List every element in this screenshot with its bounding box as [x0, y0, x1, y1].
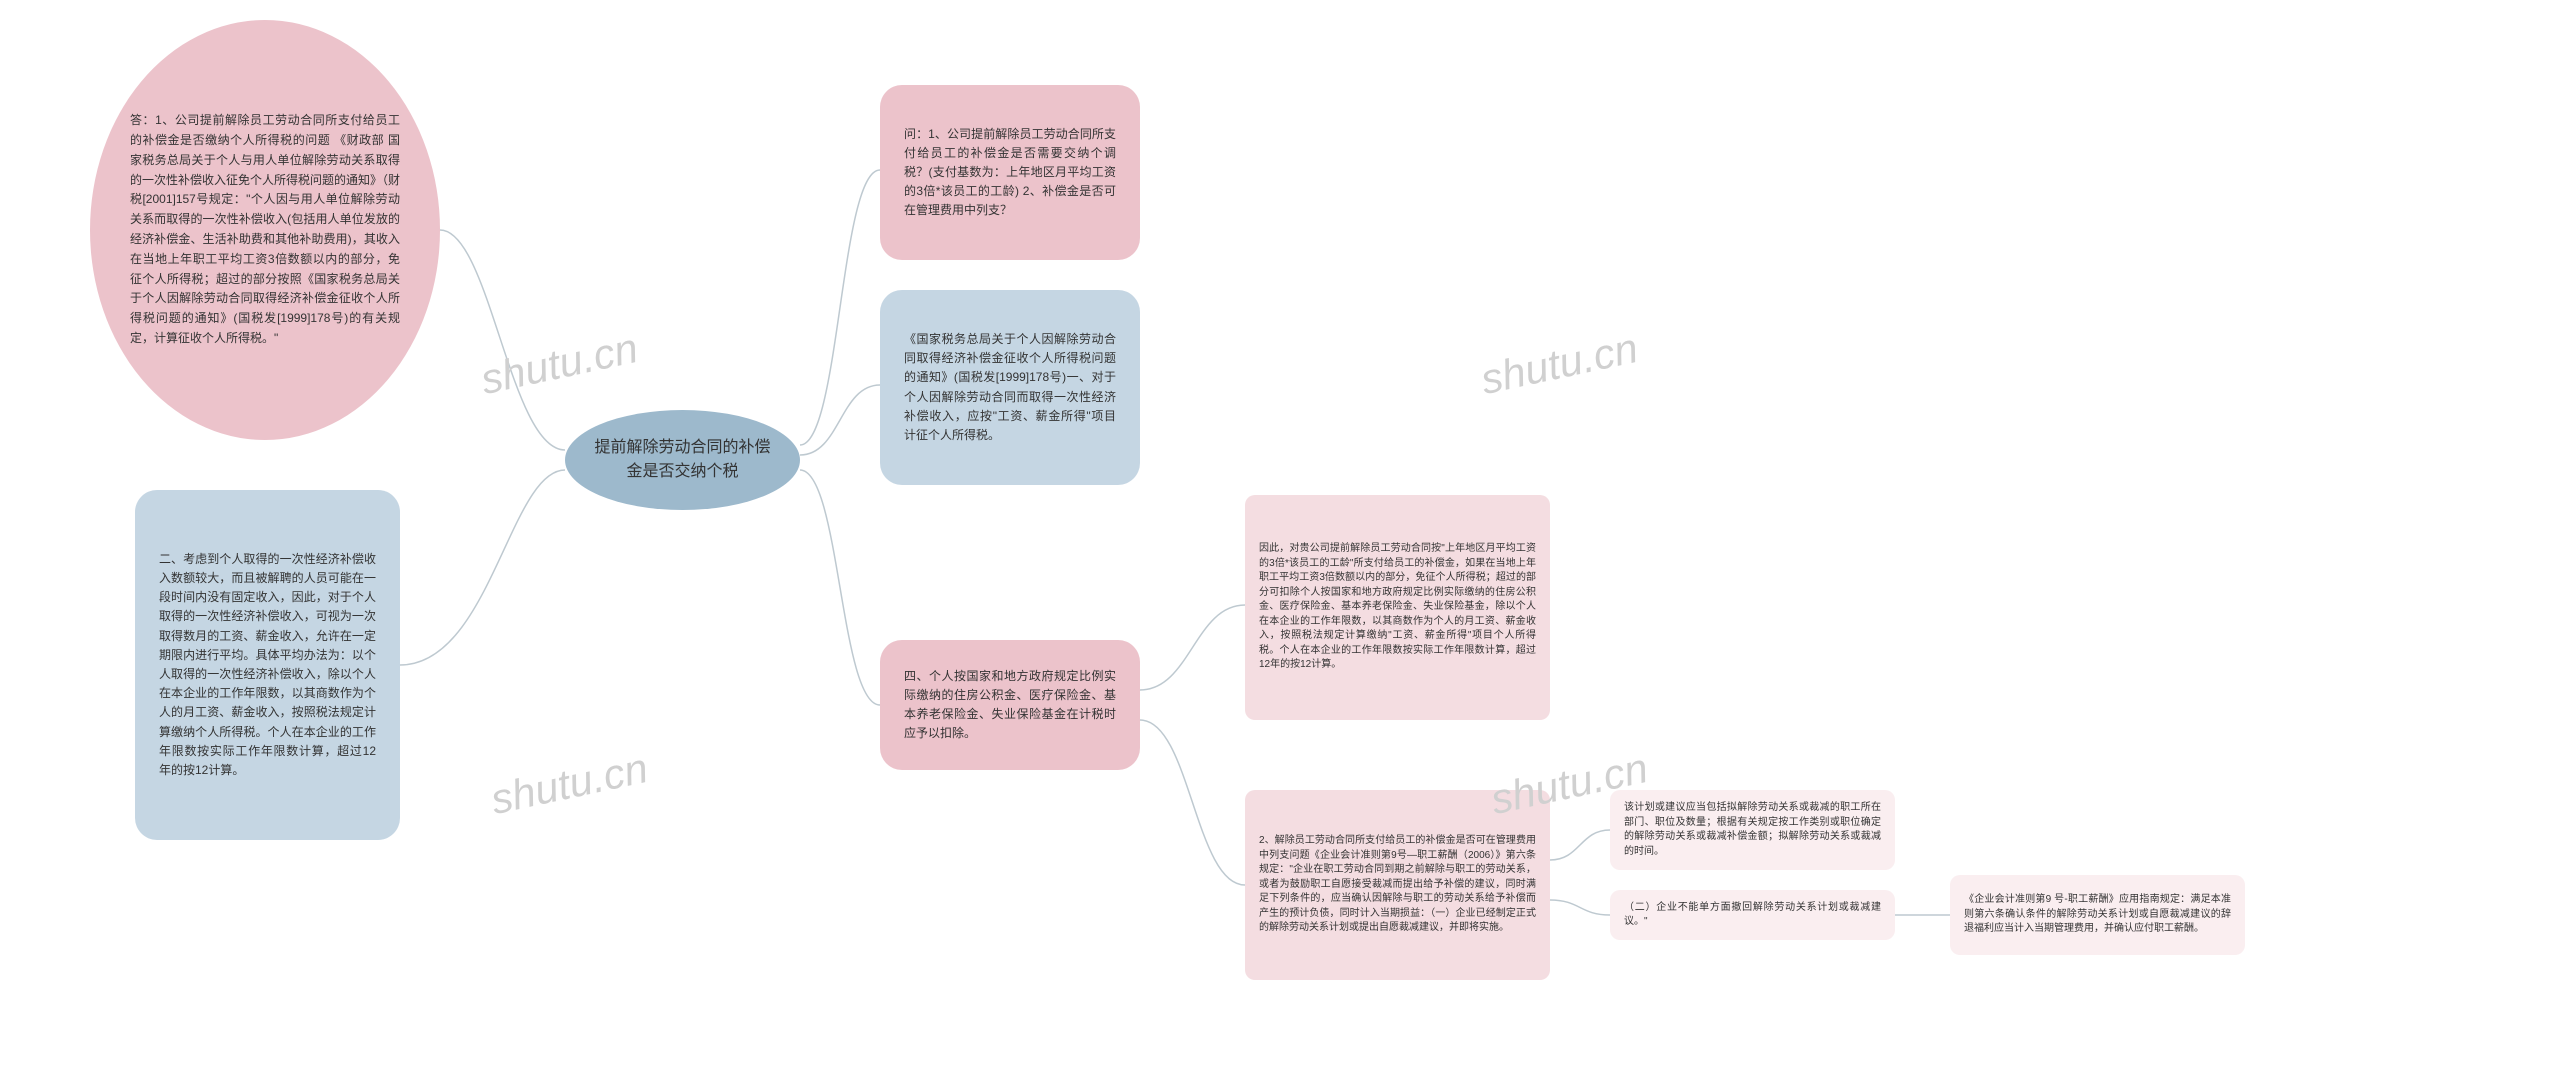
connector-line — [1550, 830, 1610, 860]
center-topic[interactable]: 提前解除劳动合同的补偿金是否交纳个税 — [565, 410, 800, 510]
watermark: shutu.cn — [1477, 324, 1642, 404]
right-node-question-text: 问：1、公司提前解除员工劳动合同所支付给员工的补偿金是否需要交纳个调税？(支付基… — [904, 125, 1116, 221]
sub-node-conclusion[interactable]: 因此，对贵公司提前解除员工劳动合同按"上年地区月平均工资的3倍*该员工的工龄"所… — [1245, 495, 1550, 720]
connector-line — [800, 385, 880, 455]
connector-line — [1550, 900, 1610, 915]
sub-node-mgmt-expense-text: 2、解除员工劳动合同所支付给员工的补偿金是否可在管理费用中列支问题《企业会计准则… — [1259, 834, 1536, 936]
center-label: 提前解除劳动合同的补偿金是否交纳个税 — [591, 436, 774, 484]
right-node-deduction[interactable]: 四、个人按国家和地方政府规定比例实际缴纳的住房公积金、医疗保险金、基本养老保险金… — [880, 640, 1140, 770]
connector-line — [1140, 720, 1245, 885]
sub-node-withdraw[interactable]: （二）企业不能单方面撤回解除劳动关系计划或裁减建议。" — [1610, 890, 1895, 940]
sub-node-plan-content-text: 该计划或建议应当包括拟解除劳动关系或裁减的职工所在部门、职位及数量；根据有关规定… — [1624, 801, 1881, 859]
connector-line — [800, 170, 880, 445]
sub-node-mgmt-expense[interactable]: 2、解除员工劳动合同所支付给员工的补偿金是否可在管理费用中列支问题《企业会计准则… — [1245, 790, 1550, 980]
sub-node-guideline[interactable]: 《企业会计准则第9 号-职工薪酬》应用指南规定：满足本准则第六条确认条件的解除劳… — [1950, 875, 2245, 955]
right-node-question[interactable]: 问：1、公司提前解除员工劳动合同所支付给员工的补偿金是否需要交纳个调税？(支付基… — [880, 85, 1140, 260]
left-node-supplement[interactable]: 二、考虑到个人取得的一次性经济补偿收入数额较大，而且被解聘的人员可能在一段时间内… — [135, 490, 400, 840]
left-node-supplement-text: 二、考虑到个人取得的一次性经济补偿收入数额较大，而且被解聘的人员可能在一段时间内… — [159, 550, 376, 780]
left-node-answer-text: 答：1、公司提前解除员工劳动合同所支付给员工的补偿金是否缴纳个人所得税的问题 《… — [130, 111, 400, 349]
right-node-notice-text: 《国家税务总局关于个人因解除劳动合同取得经济补偿金征收个人所得税问题的通知》(国… — [904, 330, 1116, 445]
left-node-answer[interactable]: 答：1、公司提前解除员工劳动合同所支付给员工的补偿金是否缴纳个人所得税的问题 《… — [90, 20, 440, 440]
connector-line — [400, 470, 565, 665]
sub-node-conclusion-text: 因此，对贵公司提前解除员工劳动合同按"上年地区月平均工资的3倍*该员工的工龄"所… — [1259, 542, 1536, 673]
watermark: shutu.cn — [477, 324, 642, 404]
connector-line — [440, 230, 565, 450]
connector-line — [800, 470, 880, 705]
watermark: shutu.cn — [487, 744, 652, 824]
right-node-deduction-text: 四、个人按国家和地方政府规定比例实际缴纳的住房公积金、医疗保险金、基本养老保险金… — [904, 667, 1116, 744]
sub-node-guideline-text: 《企业会计准则第9 号-职工薪酬》应用指南规定：满足本准则第六条确认条件的解除劳… — [1964, 893, 2231, 937]
sub-node-withdraw-text: （二）企业不能单方面撤回解除劳动关系计划或裁减建议。" — [1624, 901, 1881, 930]
sub-node-plan-content[interactable]: 该计划或建议应当包括拟解除劳动关系或裁减的职工所在部门、职位及数量；根据有关规定… — [1610, 790, 1895, 870]
right-node-notice[interactable]: 《国家税务总局关于个人因解除劳动合同取得经济补偿金征收个人所得税问题的通知》(国… — [880, 290, 1140, 485]
connector-line — [1140, 605, 1245, 690]
